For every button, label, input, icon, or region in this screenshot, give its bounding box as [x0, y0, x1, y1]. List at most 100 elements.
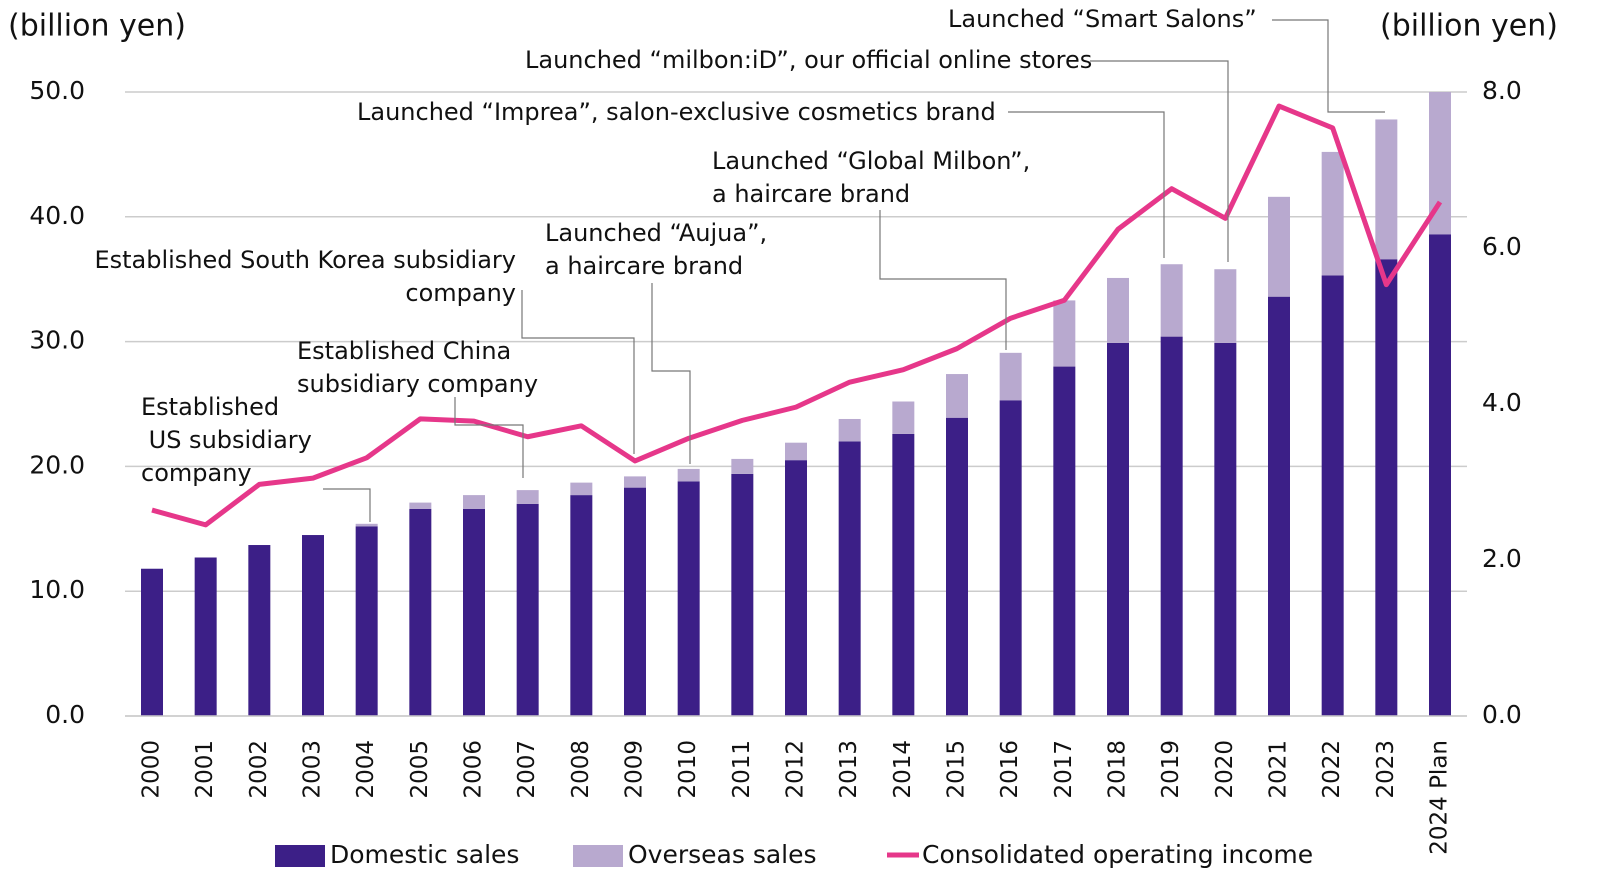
x-tick-label: 2004: [353, 740, 379, 799]
bar: [409, 508, 432, 716]
bar: [624, 487, 646, 716]
y2-tick-label: 6.0: [1482, 232, 1522, 261]
bar: [1214, 269, 1237, 343]
annotation: a haircare brand: [545, 252, 743, 280]
x-tick-label: 2011: [729, 740, 755, 799]
x-tick-label: 2001: [192, 740, 218, 799]
bar: [785, 442, 807, 461]
annotation: Established: [141, 393, 279, 421]
line: [151, 103, 1443, 528]
bar: [1160, 264, 1183, 337]
y2-tick-label: 2.0: [1482, 544, 1522, 573]
legend-label: Domestic sales: [330, 840, 519, 869]
bar: [838, 418, 861, 442]
bar: [1160, 336, 1183, 716]
bar: [463, 508, 485, 716]
leader-line: [1272, 19, 1385, 113]
leader-line: [323, 488, 371, 522]
bar: [1321, 151, 1344, 276]
y-tick-label: 40.0: [29, 201, 85, 230]
annotation: a haircare brand: [712, 180, 910, 208]
x-tick-label: 2021: [1266, 740, 1292, 799]
y-tick-label: 10.0: [29, 575, 85, 604]
x-tick-label: 2017: [1051, 740, 1077, 799]
bar: [731, 458, 754, 474]
bar: [1429, 234, 1451, 716]
x-tick-label: 2003: [300, 740, 326, 799]
bar: [570, 482, 593, 496]
bar: [1053, 366, 1076, 716]
legend-label: Overseas sales: [628, 840, 817, 869]
x-tick-label: 2012: [783, 740, 809, 799]
bar: [677, 481, 700, 716]
y-tick-label: 20.0: [29, 450, 85, 479]
leader-line: [454, 397, 524, 478]
x-tick-label: 2007: [514, 740, 540, 799]
x-tick-label: 2015: [944, 740, 970, 799]
x-tick-label: 2013: [836, 740, 862, 799]
bar: [516, 490, 539, 504]
bar: [624, 476, 646, 488]
bar: [1268, 196, 1290, 297]
bar: [570, 495, 593, 716]
bar: [892, 433, 915, 716]
leader-line: [1090, 60, 1229, 262]
bar: [1268, 296, 1290, 716]
bar: [1375, 259, 1398, 716]
bar: [1321, 275, 1344, 716]
y-tick-label: 0.0: [45, 700, 85, 729]
legend-label: Consolidated operating income: [922, 840, 1313, 869]
bar: [999, 352, 1022, 401]
annotation: Launched “Smart Salons”: [948, 5, 1257, 33]
annotation: company: [141, 459, 252, 487]
y2-tick-label: 0.0: [1482, 700, 1522, 729]
y-axis-title: (billion yen): [8, 9, 186, 44]
x-tick-label: 2024 Plan: [1427, 740, 1453, 855]
bar: [946, 417, 968, 716]
bar: [731, 473, 754, 716]
x-tick-label: 2018: [1105, 740, 1131, 799]
annotation: Launched “Global Milbon”,: [712, 147, 1030, 175]
bar: [248, 545, 271, 716]
bar: [1214, 342, 1237, 716]
annotation: Launched “milbon:iD”, our official onlin…: [525, 46, 1092, 74]
bar: [355, 523, 378, 527]
bar: [946, 374, 968, 418]
annotation: Established South Korea subsidiary: [94, 246, 516, 274]
x-tick-label: 2006: [461, 740, 487, 799]
y-tick-label: 30.0: [29, 326, 85, 355]
x-tick-label: 2008: [568, 740, 594, 799]
legend-swatch: [573, 845, 623, 867]
bar: [1107, 342, 1129, 716]
leader-line: [521, 290, 635, 454]
bar: [892, 401, 915, 434]
y2-tick-label: 4.0: [1482, 388, 1522, 417]
bar: [1053, 300, 1076, 367]
bar: [1107, 277, 1129, 343]
annotation: Launched “Aujua”,: [545, 219, 767, 247]
bar: [785, 460, 807, 716]
leader-line: [651, 283, 691, 464]
bar: [355, 526, 378, 716]
annotation: subsidiary company: [297, 370, 538, 398]
x-tick-label: 2005: [407, 740, 433, 799]
annotation: Launched “Imprea”, salon-exclusive cosme…: [357, 98, 996, 126]
bar: [1375, 119, 1398, 260]
x-tick-label: 2022: [1319, 740, 1345, 799]
bar: [516, 503, 539, 716]
x-tick-label: 2014: [890, 740, 916, 799]
bar: [194, 557, 217, 716]
x-tick-label: 2016: [997, 740, 1023, 799]
bar: [838, 441, 861, 716]
y-tick-label: 50.0: [29, 76, 85, 105]
bar: [677, 468, 700, 482]
bar: [999, 400, 1022, 716]
x-tick-label: 2002: [246, 740, 272, 799]
annotation: company: [405, 279, 516, 307]
x-tick-label: 2023: [1373, 740, 1399, 799]
annotation: US subsidiary: [141, 426, 312, 454]
leader-line: [879, 210, 1007, 350]
x-tick-label: 2000: [139, 740, 165, 799]
legend-swatch: [275, 845, 325, 867]
